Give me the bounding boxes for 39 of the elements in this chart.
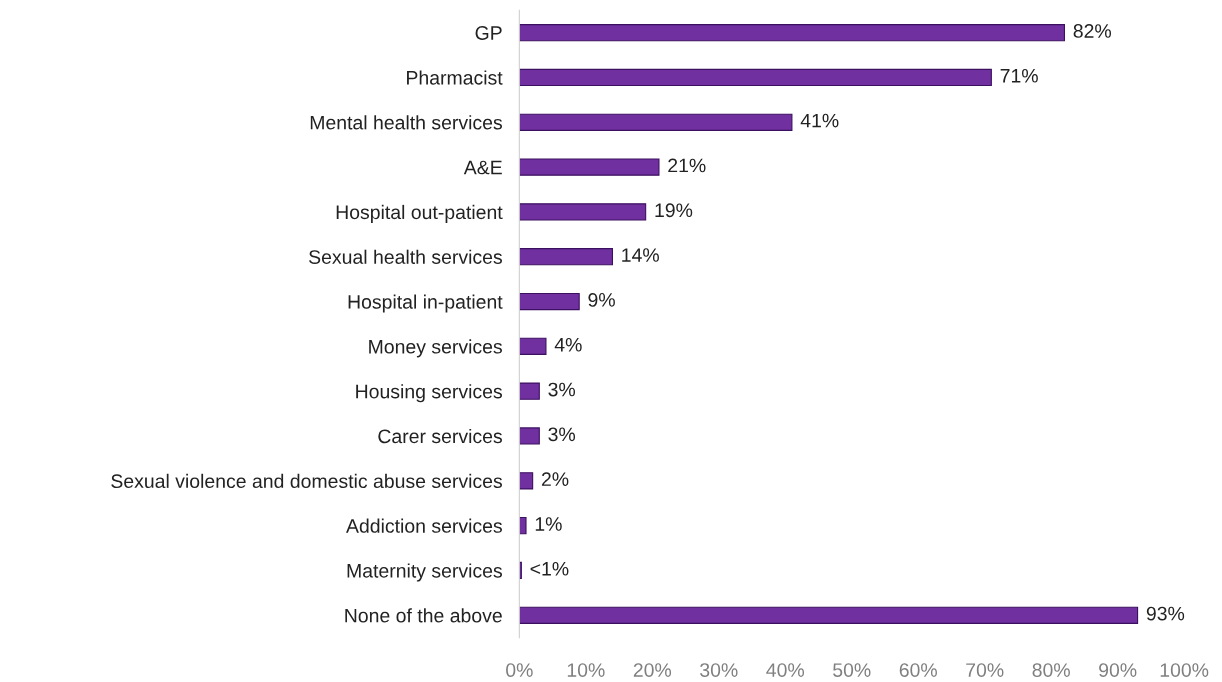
data-label: 14%	[622, 248, 659, 262]
data-label: 9%	[588, 292, 615, 307]
y-tick-label: Sexual violence and domestic abuse services	[111, 473, 502, 489]
data-label: 71%	[1000, 68, 1038, 83]
data-label: 19%	[655, 203, 693, 218]
x-tick-label: 60%	[899, 663, 937, 677]
x-tick-label: 100%	[1160, 663, 1209, 677]
x-tick-label: 50%	[833, 663, 871, 677]
data-label: 3%	[548, 382, 576, 397]
x-tick-label: 80%	[1032, 663, 1070, 677]
y-tick-label: Money services	[369, 339, 502, 358]
y-tick-label: Maternity services	[347, 563, 502, 582]
y-tick-label: Mental health services	[310, 115, 502, 130]
data-label: 41%	[800, 113, 839, 128]
x-tick-label: 0%	[506, 663, 533, 677]
x-tick-label: 70%	[966, 663, 1004, 677]
data-label: 82%	[1073, 24, 1112, 38]
data-label: 21%	[668, 158, 706, 173]
data-label: 3%	[548, 427, 576, 442]
y-tick-label: Sexual health services	[309, 249, 502, 264]
y-tick-label: GP	[475, 26, 502, 40]
y-tick-label: Housing services	[356, 384, 502, 403]
y-tick-label: A&E	[463, 160, 502, 175]
x-tick-label: 40%	[766, 663, 805, 677]
y-tick-label: Hospital out-patient	[336, 204, 503, 223]
data-label: 1%	[535, 517, 562, 531]
x-tick-label: 20%	[633, 663, 672, 677]
y-tick-label: Carer services	[378, 428, 502, 444]
data-label: <1%	[530, 561, 569, 576]
y-tick-label: Hospital in-patient	[348, 294, 503, 313]
y-tick-label: Addiction services	[346, 518, 502, 533]
y-tick-label: None of the above	[345, 608, 502, 623]
y-tick-label: Pharmacist	[407, 70, 503, 85]
x-tick-label: 90%	[1099, 663, 1137, 677]
x-tick-label: 10%	[567, 663, 605, 677]
data-label: 4%	[554, 337, 582, 352]
data-label: 93%	[1146, 606, 1185, 621]
data-label: 2%	[541, 472, 569, 486]
x-tick-label: 30%	[700, 663, 738, 677]
